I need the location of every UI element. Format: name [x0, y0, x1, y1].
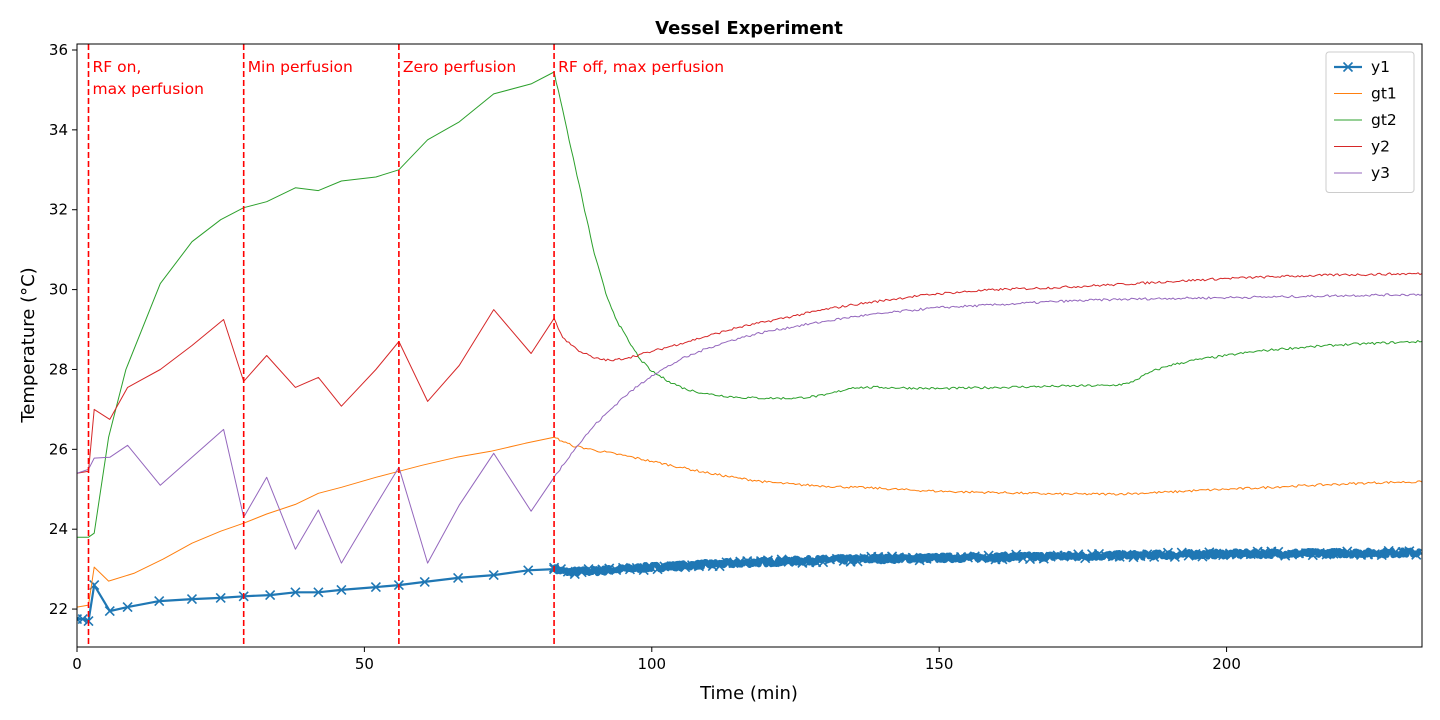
chart-title: Vessel Experiment: [655, 18, 843, 39]
y-tick-label: 36: [49, 41, 68, 59]
legend-marker-y1: [1342, 61, 1354, 73]
series-marker-y1: [1190, 548, 1201, 559]
series-marker-y1: [1342, 546, 1353, 557]
plot-area: RF on, max perfusion Min perfusion Zero per…: [49, 41, 1423, 673]
series-marker-y1: [215, 592, 226, 603]
event-annotation: RF off, max perfusion: [558, 58, 724, 76]
series-marker-y1: [419, 576, 430, 587]
series-line-gt1: [77, 436, 1422, 608]
series-marker-y1: [652, 564, 663, 575]
x-tick-label: 150: [925, 655, 954, 673]
series-marker-y1: [983, 550, 994, 561]
legend-label-gt2: gt2: [1371, 111, 1397, 129]
series-marker-y1: [523, 565, 534, 576]
series-marker-y1: [313, 587, 324, 598]
series-marker-y1: [638, 564, 649, 576]
y-tick-label: 32: [49, 201, 68, 219]
series-marker-y1: [1307, 550, 1318, 561]
series-marker-y1: [1142, 549, 1153, 560]
legend-label-y1: y1: [1371, 58, 1390, 76]
series-group: [77, 71, 1422, 627]
series-marker-y1: [1162, 547, 1174, 558]
series-marker-y1: [1114, 551, 1125, 562]
series-marker-y1: [1197, 551, 1208, 562]
y-tick-label: 22: [49, 600, 68, 618]
series-marker-y1: [818, 557, 829, 568]
series-marker-y1: [488, 570, 499, 581]
series-marker-y1: [769, 557, 780, 568]
y-tick-label: 28: [49, 360, 68, 378]
y-tick-label: 34: [49, 121, 68, 139]
series-marker-y1: [1121, 549, 1132, 560]
event-annotation: RF on,: [92, 58, 141, 76]
series-line-y3: [77, 293, 1422, 564]
x-tick-label: 50: [355, 655, 374, 673]
series-marker-y1: [154, 596, 165, 607]
x-tick-label: 100: [637, 655, 666, 673]
y-tick-label: 24: [49, 520, 68, 538]
series-marker-y1: [370, 582, 381, 593]
series-marker-y1: [562, 566, 573, 577]
series-marker-y1: [265, 590, 276, 601]
series-marker-y1: [831, 553, 842, 564]
series-marker-y1: [1273, 546, 1284, 557]
series-marker-y1: [576, 567, 587, 578]
y-tick-label: 26: [49, 440, 68, 458]
series-marker-y1: [1404, 546, 1415, 557]
series-marker-y1: [77, 613, 88, 625]
series-line-y2: [77, 272, 1422, 474]
event-annotation: Zero perfusion: [403, 58, 516, 76]
legend-label-y3: y3: [1371, 164, 1390, 182]
series-marker-y1: [336, 584, 347, 595]
series-marker-y1: [1011, 549, 1022, 560]
series-marker-y1: [1149, 551, 1160, 563]
series-marker-y1: [122, 602, 133, 613]
series-marker-y1: [852, 556, 863, 567]
series-marker-y1: [290, 587, 301, 598]
series-marker-y1: [907, 552, 918, 563]
event-annotation: Min perfusion: [248, 58, 353, 76]
legend-box: [1325, 51, 1415, 193]
series-marker-y1: [1376, 550, 1387, 561]
series-marker-y1: [186, 594, 198, 605]
x-tick-label: 200: [1212, 655, 1241, 673]
series-marker-y1: [1176, 547, 1187, 558]
series-marker-y1: [555, 564, 567, 575]
series-marker-y1: [104, 605, 115, 617]
series-marker-y1: [1066, 551, 1077, 562]
y-tick-label: 30: [49, 281, 68, 299]
event-annotation: max perfusion: [92, 80, 203, 98]
legend-label-gt1: gt1: [1371, 85, 1397, 103]
axes-frame: [76, 43, 1423, 648]
series-marker-y1: [645, 561, 656, 572]
x-axis-label: Time (min): [699, 683, 798, 704]
series-marker-y1: [976, 553, 987, 564]
series-marker-y1: [1245, 549, 1256, 560]
y-axis-label: Temperature (°C): [18, 267, 39, 423]
series-marker-y1: [1080, 553, 1091, 564]
series-marker-y1: [611, 565, 622, 576]
x-tick-label: 0: [72, 655, 82, 673]
series-marker-y1: [1169, 551, 1180, 563]
series-marker-y1: [714, 561, 725, 572]
legend: y1 gt1 gt2 y2 y3: [1325, 51, 1415, 193]
series-marker-y1: [453, 572, 464, 583]
series-line-gt2: [77, 71, 1422, 538]
series-marker-y1: [1411, 549, 1422, 560]
series-marker-y1: [776, 554, 787, 565]
series-marker-y1: [1073, 549, 1084, 560]
series-marker-y1: [997, 554, 1008, 565]
legend-label-y2: y2: [1371, 138, 1390, 156]
series-marker-y1: [1038, 553, 1049, 564]
